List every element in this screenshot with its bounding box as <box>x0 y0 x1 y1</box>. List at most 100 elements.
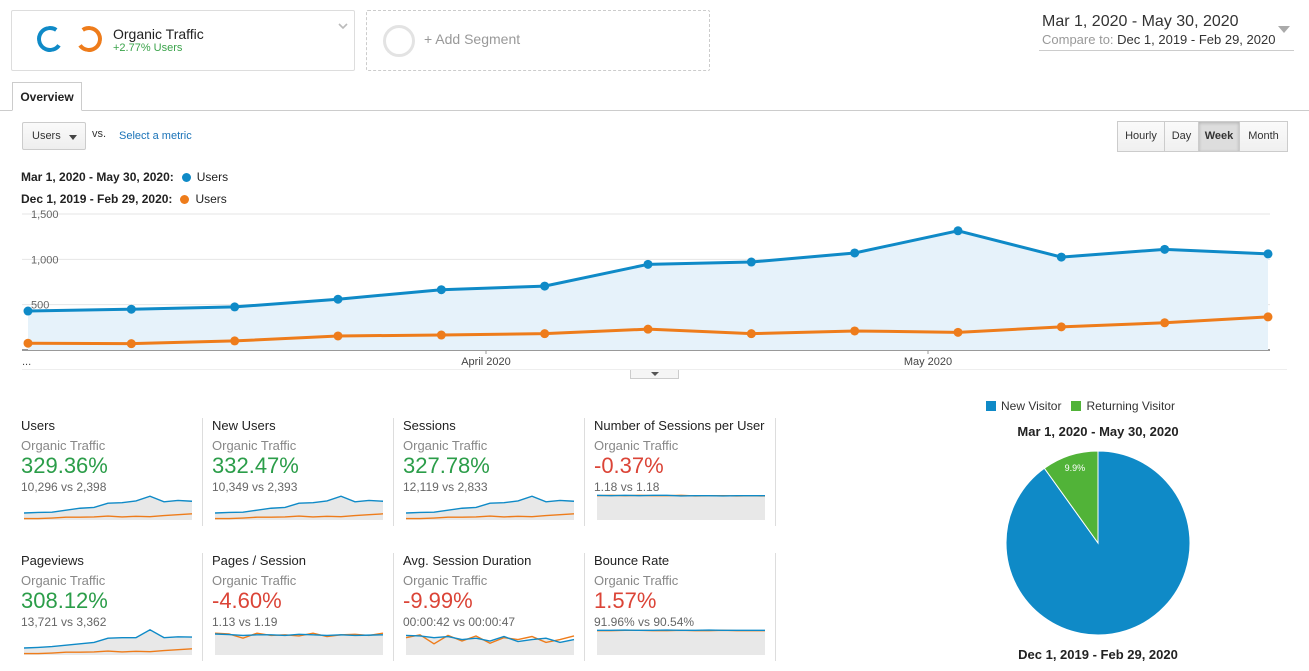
date-range-picker[interactable]: Mar 1, 2020 - May 30, 2020 <box>1042 13 1239 31</box>
scorecard-percent-change: -9.99% <box>403 588 473 614</box>
previous-series-point[interactable] <box>850 326 859 335</box>
previous-series-point[interactable] <box>954 328 963 337</box>
segment-card-organic-traffic[interactable]: Organic Traffic +2.77% Users <box>11 10 355 71</box>
current-series-point[interactable] <box>850 248 859 257</box>
scorecard-divider <box>393 553 394 661</box>
previous-series-point[interactable] <box>644 325 653 334</box>
visitor-type-pie-chart[interactable]: 90.1%9.9% <box>1006 451 1190 635</box>
x-tick-label: May 2020 <box>904 356 952 368</box>
scorecard-metric-name: Users <box>21 418 55 433</box>
scorecard-segment: Organic Traffic <box>212 438 296 453</box>
previous-series-point[interactable] <box>747 329 756 338</box>
previous-series-point[interactable] <box>437 331 446 340</box>
previous-series-point[interactable] <box>334 331 343 340</box>
y-tick-label: 1,500 <box>31 209 59 221</box>
compare-range: Dec 1, 2019 - Feb 29, 2020 <box>1117 32 1275 47</box>
scorecard-metric-name: Pageviews <box>21 553 84 568</box>
previous-series-point[interactable] <box>1264 312 1273 321</box>
previous-series-point[interactable] <box>127 339 136 348</box>
scorecard-sparkline <box>596 627 766 657</box>
segment-title: Organic Traffic <box>113 26 204 42</box>
compare-to-label: Compare to: <box>1042 32 1114 47</box>
new-visitor-swatch-icon <box>986 401 996 411</box>
current-series-point[interactable] <box>540 282 549 291</box>
current-series-point[interactable] <box>1057 253 1066 262</box>
scorecard-divider <box>584 553 585 661</box>
dropdown-arrow-icon <box>69 135 77 140</box>
current-series-point[interactable] <box>644 260 653 269</box>
scorecard-metric-name: Number of Sessions per User <box>594 418 765 433</box>
segment-ring-previous-icon <box>74 24 104 54</box>
previous-series-point[interactable] <box>230 336 239 345</box>
x-tick-label: April 2020 <box>461 356 511 368</box>
legend-current: Mar 1, 2020 - May 30, 2020: Users <box>21 170 228 184</box>
current-series-point[interactable] <box>334 295 343 304</box>
pie-legend-returning: Returning Visitor <box>1086 399 1175 413</box>
granularity-week-button[interactable]: Week <box>1198 121 1240 152</box>
current-series-point[interactable] <box>127 305 136 314</box>
collapse-chart-toggle[interactable] <box>630 370 679 379</box>
scorecard-metric-name: Pages / Session <box>212 553 306 568</box>
select-metric-link[interactable]: Select a metric <box>119 130 192 142</box>
sparkline-current <box>597 495 765 496</box>
current-series-point[interactable] <box>230 302 239 311</box>
previous-series-point[interactable] <box>1160 318 1169 327</box>
granularity-hourly-button[interactable]: Hourly <box>1117 121 1165 152</box>
scorecard-metric-name: Bounce Rate <box>594 553 669 568</box>
date-range-compare[interactable]: Compare to: Dec 1, 2019 - Feb 29, 2020 <box>1042 32 1275 47</box>
legend-current-metric: Users <box>197 170 228 184</box>
granularity-day-button[interactable]: Day <box>1164 121 1199 152</box>
add-segment-ring-icon <box>383 25 415 57</box>
metric-select[interactable]: Users <box>22 122 86 150</box>
tab-overview[interactable]: Overview <box>12 82 82 111</box>
pie-slice-label: 9.9% <box>1065 463 1086 473</box>
previous-series-point[interactable] <box>24 339 33 348</box>
sparkline-area <box>597 630 765 655</box>
current-series-point[interactable] <box>24 307 33 316</box>
scorecard-sparkline <box>214 627 384 657</box>
current-series-point[interactable] <box>437 285 446 294</box>
current-series-point[interactable] <box>954 226 963 235</box>
add-segment-button[interactable]: + Add Segment <box>366 10 710 71</box>
scorecard-percent-change: 329.36% <box>21 453 108 479</box>
y-tick-label: 1,000 <box>31 254 59 266</box>
x-tick-label: ... <box>22 356 31 368</box>
scorecard-divider <box>393 418 394 526</box>
scorecard-segment: Organic Traffic <box>21 573 105 588</box>
scorecard-percent-change: -0.37% <box>594 453 664 479</box>
scorecard-divider <box>202 418 203 526</box>
scorecard-percent-change: 1.57% <box>594 588 656 614</box>
scorecard-divider <box>775 418 776 526</box>
scorecard-sparkline <box>23 627 193 657</box>
legend-current-range: Mar 1, 2020 - May 30, 2020: <box>21 170 174 184</box>
current-series-point[interactable] <box>1160 245 1169 254</box>
current-series-point[interactable] <box>747 258 756 267</box>
legend-previous-metric: Users <box>195 192 226 206</box>
scorecard-segment: Organic Traffic <box>594 438 678 453</box>
date-range-dropdown-icon[interactable] <box>1278 26 1290 33</box>
previous-series-point[interactable] <box>1057 322 1066 331</box>
pie-title-current: Mar 1, 2020 - May 30, 2020 <box>940 424 1256 439</box>
scorecard-segment: Organic Traffic <box>403 438 487 453</box>
scorecard-percent-change: 332.47% <box>212 453 299 479</box>
scorecard-divider <box>202 553 203 661</box>
scorecard-sparkline <box>596 492 766 522</box>
granularity-month-button[interactable]: Month <box>1239 121 1288 152</box>
legend-previous-dot-icon <box>180 195 189 204</box>
scorecard-percent-change: 327.78% <box>403 453 490 479</box>
scorecard-percent-change: -4.60% <box>212 588 282 614</box>
scorecard-divider <box>775 553 776 661</box>
tab-divider <box>0 110 1309 111</box>
previous-series-point[interactable] <box>540 329 549 338</box>
chevron-down-icon[interactable] <box>338 21 348 31</box>
current-series-point[interactable] <box>1264 249 1273 258</box>
scorecard-number-of-sessions-per-user[interactable]: Number of Sessions per User Organic Traff… <box>594 418 774 536</box>
